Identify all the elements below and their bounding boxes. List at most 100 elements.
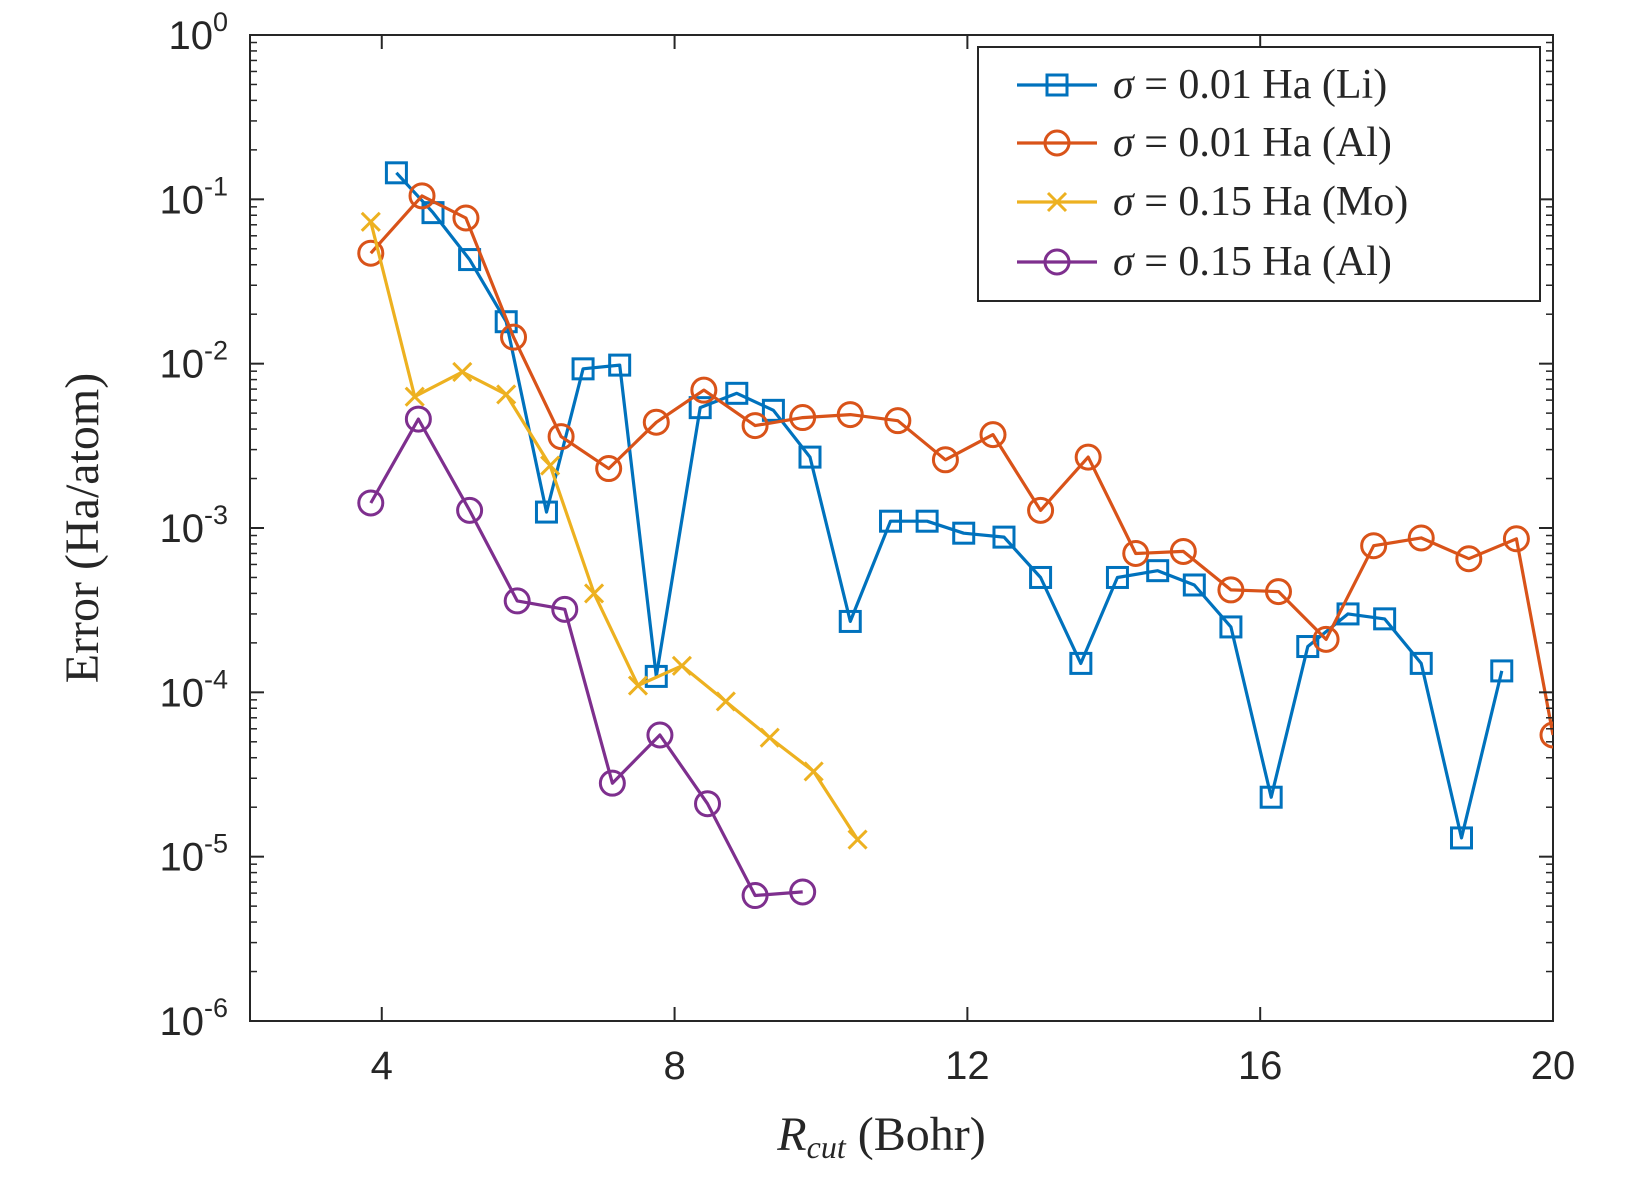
data-point xyxy=(1449,826,1473,850)
legend-text-rest: = 0.15 Ha (Al) xyxy=(1134,239,1392,285)
data-point-stroke xyxy=(715,691,736,712)
data-point xyxy=(1407,524,1435,552)
data-point xyxy=(884,407,912,435)
y-tick-base: 10 xyxy=(159,178,204,222)
data-point xyxy=(1046,191,1068,213)
data-point xyxy=(979,421,1007,449)
data-point-stroke xyxy=(583,583,605,604)
data-point xyxy=(879,509,903,533)
data-point xyxy=(789,404,817,432)
data-point xyxy=(357,239,385,267)
x-axis-label-unit: (Bohr) xyxy=(846,1108,986,1161)
data-point-stroke xyxy=(1046,191,1068,213)
data-point xyxy=(1259,785,1283,809)
y-tick-label: 10-1 xyxy=(159,171,228,222)
data-point xyxy=(1373,607,1397,631)
data-point xyxy=(725,381,749,405)
data-point xyxy=(408,182,436,210)
data-point xyxy=(1217,576,1245,604)
data-point xyxy=(915,509,939,533)
y-tick-exponent: -4 xyxy=(204,664,228,694)
data-point xyxy=(798,445,822,469)
data-point xyxy=(627,675,649,696)
plot-series xyxy=(357,161,1553,910)
data-point xyxy=(1043,129,1071,157)
data-point xyxy=(694,790,722,818)
y-tick-base: 10 xyxy=(159,507,204,551)
data-point xyxy=(1045,73,1069,97)
legend-label: σ = 0.01 Ha (Li) xyxy=(1113,62,1387,108)
data-point xyxy=(547,423,575,451)
legend-text-rest: = 0.01 Ha (Li) xyxy=(1134,62,1387,108)
data-point xyxy=(1219,615,1243,639)
y-tick-label: 100 xyxy=(168,7,228,58)
y-axis-label: Error (Ha/atom) xyxy=(56,373,109,684)
y-tick-base: 10 xyxy=(159,671,204,715)
data-point xyxy=(688,396,712,420)
data-point xyxy=(540,455,561,476)
x-tick-label: 20 xyxy=(1531,1044,1576,1088)
data-point xyxy=(384,161,408,185)
data-point xyxy=(1105,565,1129,589)
legend-text-rest: = 0.01 Ha (Al) xyxy=(1134,120,1392,166)
data-point xyxy=(1312,625,1340,653)
legend-sigma: σ xyxy=(1113,62,1136,108)
data-point xyxy=(494,310,518,334)
data-point xyxy=(741,412,769,440)
data-point-stroke xyxy=(627,675,649,696)
data-point xyxy=(1490,659,1514,683)
data-point xyxy=(715,691,736,712)
legend: σ = 0.01 Ha (Li)σ = 0.01 Ha (Al)σ = 0.15… xyxy=(977,46,1541,302)
y-tick-exponent: -5 xyxy=(204,829,228,859)
y-tick-label: 10-2 xyxy=(159,336,228,387)
data-point-stroke xyxy=(847,829,868,850)
data-point xyxy=(1027,496,1055,524)
x-tick-label: 16 xyxy=(1238,1044,1283,1088)
data-point xyxy=(583,583,605,604)
x-axis-label: Rcut (Bohr) xyxy=(776,1108,985,1165)
data-point xyxy=(1146,559,1170,583)
data-point xyxy=(1455,545,1483,573)
y-tick-base: 10 xyxy=(168,14,213,58)
y-tick-base: 10 xyxy=(159,836,204,880)
data-point xyxy=(761,398,785,422)
series-1 xyxy=(357,182,1553,749)
data-point-stroke xyxy=(360,211,381,232)
data-point-stroke xyxy=(540,455,561,476)
data-point-stroke xyxy=(404,386,425,407)
series-3 xyxy=(357,405,817,910)
data-point xyxy=(931,446,959,474)
y-tick-label: 10-5 xyxy=(159,829,228,880)
data-point xyxy=(360,211,381,232)
data-point xyxy=(847,829,868,850)
data-point xyxy=(789,878,817,906)
data-point xyxy=(759,727,780,748)
legend-label: σ = 0.15 Ha (Al) xyxy=(1113,239,1392,285)
data-point xyxy=(404,405,432,433)
series-line xyxy=(369,194,1553,736)
x-axis-label-subscript: cut xyxy=(807,1129,847,1165)
y-tick-label: 10-6 xyxy=(159,993,228,1044)
data-point xyxy=(803,761,824,782)
data-point xyxy=(452,361,473,383)
data-point xyxy=(357,489,385,517)
data-point xyxy=(1169,537,1197,565)
data-point xyxy=(1074,443,1102,471)
data-point xyxy=(1360,532,1388,560)
data-point xyxy=(571,357,595,381)
y-tick-exponent: -1 xyxy=(204,171,228,201)
data-point xyxy=(741,882,769,910)
data-point xyxy=(503,587,531,615)
legend-entry-1: σ = 0.01 Ha (Al) xyxy=(1017,120,1392,166)
data-point-stroke xyxy=(496,384,517,405)
y-tick-base: 10 xyxy=(159,343,204,387)
data-point xyxy=(608,353,632,377)
y-tick-exponent: -3 xyxy=(204,500,228,530)
data-point xyxy=(1502,525,1530,553)
data-point xyxy=(452,204,480,232)
data-point xyxy=(642,408,670,436)
x-tick-label: 8 xyxy=(663,1044,685,1088)
data-point xyxy=(456,496,484,524)
